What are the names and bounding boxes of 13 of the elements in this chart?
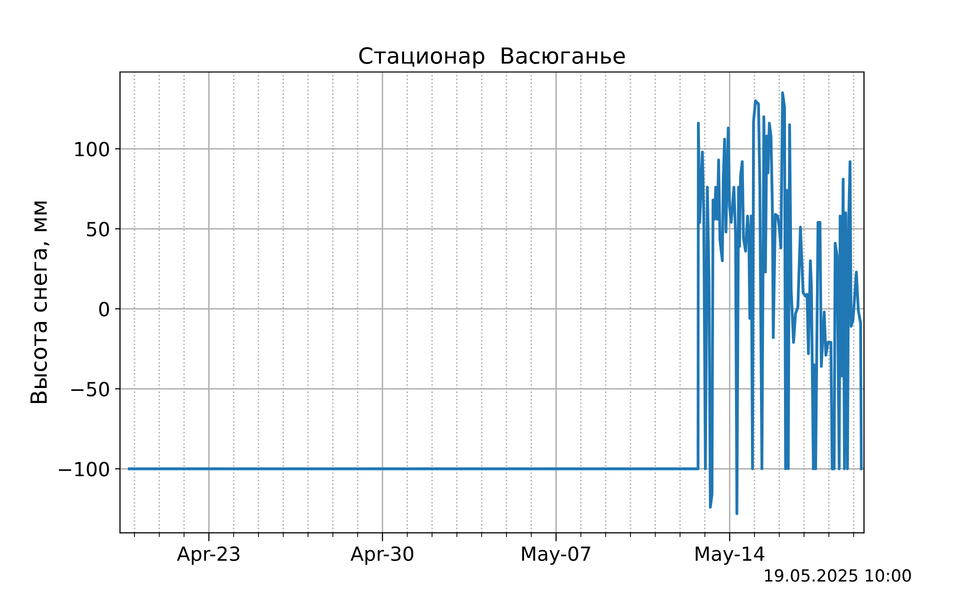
y-tick-label: −100 bbox=[58, 462, 109, 476]
x-tick-label: May-14 bbox=[696, 546, 764, 565]
x-tick-label: Apr-23 bbox=[176, 546, 240, 565]
y-tick-label: 0 bbox=[99, 302, 109, 316]
y-axis-title: Высота снега, мм bbox=[30, 202, 50, 404]
text: 19.05.2025 10:00 bbox=[765, 569, 911, 582]
x-tick-label: Apr-30 bbox=[350, 546, 414, 565]
y-tick-label: 50 bbox=[87, 222, 109, 236]
x-tick-label: May-07 bbox=[522, 546, 590, 565]
line-series bbox=[128, 91, 863, 515]
y-tick-label: 100 bbox=[75, 142, 109, 156]
y-tick-label: −50 bbox=[71, 382, 109, 396]
chart-title: Стационар Васюганье bbox=[359, 47, 625, 68]
